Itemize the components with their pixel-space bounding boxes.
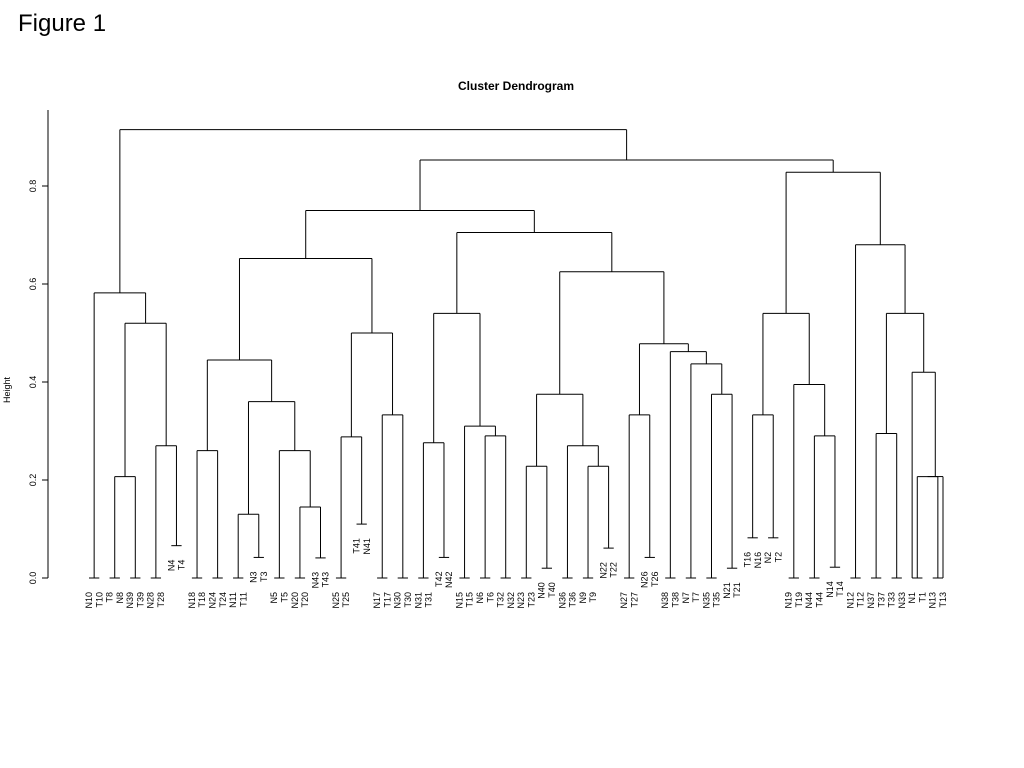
leaf-label: N31 <box>413 592 423 609</box>
leaf-label: T38 <box>670 592 680 608</box>
leaf-label: T31 <box>424 592 434 608</box>
y-axis-label: Height <box>2 376 12 403</box>
leaf-label: N4 <box>166 560 176 572</box>
leaf-label: N30 <box>393 592 403 609</box>
figure-label: Figure 1 <box>18 10 107 37</box>
leaf-label: T21 <box>732 582 742 598</box>
leaf-label: N15 <box>454 592 464 609</box>
y-axis-ticks: 0.0 0.2 0.4 0.6 0.8 <box>28 180 48 585</box>
leaf-label: T27 <box>629 592 639 608</box>
y-tick-label: 0.8 <box>28 180 38 193</box>
leaf-label: N3 <box>249 571 259 583</box>
leaf-label: N5 <box>269 592 279 604</box>
leaf-label: T28 <box>156 592 166 608</box>
leaf-label: T4 <box>177 560 187 571</box>
leaf-label: N21 <box>722 582 732 599</box>
leaf-label: T7 <box>691 592 701 603</box>
leaf-label: N24 <box>207 592 217 609</box>
leaf-label: T23 <box>526 592 536 608</box>
leaf-label: T14 <box>835 581 845 597</box>
leaf-label: T15 <box>465 592 475 608</box>
chart-title: Cluster Dendrogram <box>458 79 574 93</box>
leaf-label: T12 <box>856 592 866 608</box>
leaf-label: T3 <box>259 571 269 582</box>
leaf-label: T17 <box>382 592 392 608</box>
leaf-label: T11 <box>238 592 248 607</box>
leaf-label: N18 <box>187 592 197 609</box>
leaf-label: N28 <box>146 592 156 609</box>
leaf-label: T35 <box>712 592 722 608</box>
leaf-label: N16 <box>753 552 763 569</box>
leaf-label: T18 <box>197 592 207 608</box>
leaf-label: T44 <box>815 592 825 608</box>
leaf-label: T25 <box>341 592 351 608</box>
leaf-label: N26 <box>640 571 650 588</box>
leaf-label: N11 <box>228 592 238 608</box>
y-tick-label: 0.0 <box>28 572 38 585</box>
leaf-label: T2 <box>773 552 783 563</box>
leaf-label: T19 <box>794 592 804 608</box>
leaf-label: N25 <box>331 592 341 609</box>
leaf-label: N1 <box>907 592 917 604</box>
leaf-label: T39 <box>135 592 145 608</box>
leaf-label: T42 <box>434 571 444 587</box>
leaf-label: T20 <box>300 592 310 608</box>
leaf-label: N2 <box>763 552 773 564</box>
leaf-label: T24 <box>218 592 228 608</box>
leaf-label: T37 <box>876 592 886 608</box>
leaf-label: N17 <box>372 592 382 609</box>
leaf-label: T8 <box>105 592 115 603</box>
leaf-label: T5 <box>279 592 289 603</box>
y-tick-label: 0.2 <box>28 474 38 487</box>
leaf-label: T22 <box>609 562 619 578</box>
leaf-label: N44 <box>804 592 814 609</box>
leaf-label: N27 <box>619 592 629 609</box>
leaf-label: T1 <box>917 592 927 603</box>
leaf-label: N9 <box>578 592 588 604</box>
leaf-label: N37 <box>866 592 876 609</box>
leaf-label: T6 <box>485 592 495 603</box>
leaf-label: T40 <box>547 582 557 598</box>
y-tick-label: 0.4 <box>28 376 38 389</box>
leaf-label: N35 <box>701 592 711 609</box>
leaf-label: N43 <box>310 572 320 589</box>
leaf-label: N41 <box>362 538 372 555</box>
leaf-label: N12 <box>845 592 855 609</box>
leaf-label: N33 <box>897 592 907 609</box>
leaf-label: T32 <box>496 592 506 608</box>
leaf-label: N38 <box>660 592 670 609</box>
leaf-label: N32 <box>506 592 516 609</box>
leaf-label: T36 <box>568 592 578 608</box>
leaf-label: N6 <box>475 592 485 604</box>
leaf-label: T9 <box>588 592 598 603</box>
y-tick-label: 0.6 <box>28 278 38 291</box>
leaf-label: N7 <box>681 592 691 604</box>
leaf-label: N42 <box>444 571 454 588</box>
dendrogram-tree <box>89 129 944 579</box>
leaf-label: N39 <box>125 592 135 609</box>
leaf-label: T13 <box>938 592 948 608</box>
leaf-label: N19 <box>784 592 794 609</box>
leaf-label: N22 <box>598 562 608 579</box>
leaf-label: T43 <box>321 572 331 588</box>
leaf-label: N40 <box>537 582 547 599</box>
leaf-label: N13 <box>928 592 938 609</box>
leaf-label: T41 <box>352 538 362 554</box>
leaf-label: N20 <box>290 592 300 609</box>
leaf-label: T33 <box>887 592 897 608</box>
leaf-label: T10 <box>94 592 104 608</box>
leaf-label: N14 <box>825 581 835 598</box>
leaf-label: N36 <box>557 592 567 609</box>
leaf-label: T16 <box>743 552 753 568</box>
leaf-label: N8 <box>115 592 125 604</box>
leaf-label: N10 <box>84 592 94 609</box>
leaf-label: T30 <box>403 592 413 608</box>
leaf-label: T26 <box>650 571 660 587</box>
leaf-label: N23 <box>516 592 526 609</box>
